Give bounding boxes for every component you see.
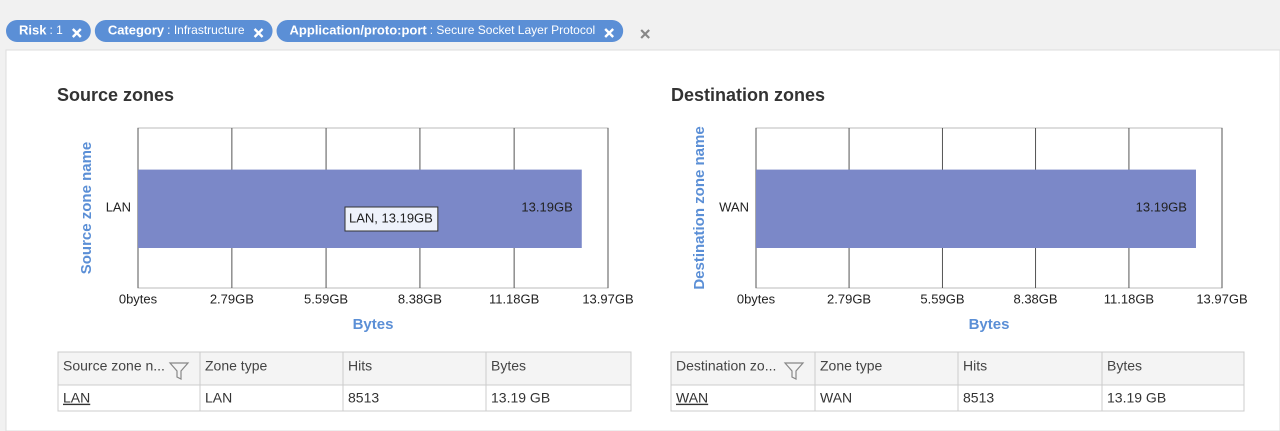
pill-bg xyxy=(6,20,91,42)
x-tick-label: 11.18GB xyxy=(1104,291,1154,306)
x-tick-label: 13.97GB xyxy=(582,291,633,306)
column-header: Source zone n... xyxy=(63,358,165,374)
x-tick-label: 11.18GB xyxy=(489,291,539,306)
zone-link[interactable]: LAN xyxy=(63,390,90,406)
x-tick-label: 13.97GB xyxy=(1196,291,1247,306)
column-header: Zone type xyxy=(205,358,267,374)
table-cell: 8513 xyxy=(348,390,379,406)
filter-pill[interactable]: Category: Infrastructure xyxy=(94,20,273,42)
x-tick-label: 8.38GB xyxy=(398,291,442,306)
y-axis-title: Destination zone name xyxy=(691,126,708,289)
x-tick-label: 2.79GB xyxy=(210,291,254,306)
bar[interactable] xyxy=(756,169,1196,248)
x-tick-label: 5.59GB xyxy=(920,291,964,306)
close-icon[interactable] xyxy=(640,29,650,39)
y-tick-label: WAN xyxy=(719,199,749,214)
pill-value: : Secure Socket Layer Protocol xyxy=(430,23,595,37)
table-cell: 13.19 GB xyxy=(1107,390,1166,406)
y-tick-label: LAN xyxy=(106,199,131,214)
x-tick-label: 8.38GB xyxy=(1013,291,1057,306)
pill-key: Category xyxy=(108,22,165,37)
column-header: Hits xyxy=(963,358,987,374)
column-header: Zone type xyxy=(820,358,882,374)
column-header: Destination zo... xyxy=(676,358,776,374)
column-header: Bytes xyxy=(491,358,526,374)
table-cell: 8513 xyxy=(963,390,994,406)
tooltip-box xyxy=(344,206,439,232)
table-cell: LAN xyxy=(205,390,232,406)
filter-pill[interactable]: Application/proto:port: Secure Socket La… xyxy=(276,20,624,42)
close-icon[interactable] xyxy=(604,28,615,38)
x-axis-title: Bytes xyxy=(969,316,1010,333)
pill-bg xyxy=(94,20,273,42)
table-cell: 13.19 GB xyxy=(491,390,550,406)
value-label: 13.19GB xyxy=(521,199,572,214)
pill-key: Risk xyxy=(19,22,47,37)
x-axis-title: Bytes xyxy=(353,316,394,333)
pill-value: : 1 xyxy=(49,23,63,37)
y-axis-title: Source zone name xyxy=(78,142,95,275)
column-header: Hits xyxy=(348,358,372,374)
close-icon[interactable] xyxy=(71,28,82,38)
pill-key: Application/proto:port xyxy=(290,22,428,37)
filter-icon[interactable] xyxy=(783,362,805,380)
table-cell: WAN xyxy=(820,390,852,406)
close-icon[interactable] xyxy=(253,28,264,38)
zone-link[interactable]: WAN xyxy=(676,390,708,406)
pill-bg xyxy=(276,20,624,42)
x-tick-label: 0bytes xyxy=(737,291,776,306)
tooltip-text: LAN, 13.19GB xyxy=(349,210,433,225)
x-tick-label: 5.59GB xyxy=(304,291,348,306)
chart-title: Source zones xyxy=(57,85,174,105)
value-label: 13.19GB xyxy=(1136,199,1187,214)
pill-value: : Infrastructure xyxy=(167,23,245,37)
filter-pill[interactable]: Risk: 1 xyxy=(6,20,91,42)
filter-icon[interactable] xyxy=(168,362,190,380)
x-tick-label: 2.79GB xyxy=(827,291,871,306)
column-header: Bytes xyxy=(1107,358,1142,374)
table-row-bg xyxy=(57,384,632,412)
chart-title: Destination zones xyxy=(671,85,825,105)
x-tick-label: 0bytes xyxy=(119,291,158,306)
